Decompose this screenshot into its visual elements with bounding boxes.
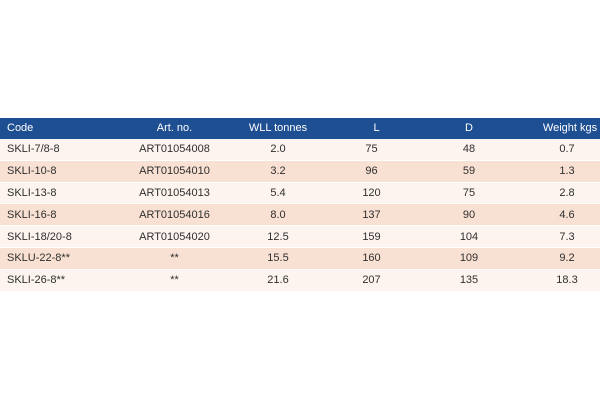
cell-l: 159 xyxy=(324,225,419,248)
cell-d: 109 xyxy=(419,247,519,270)
table-row: SKLI-13-8 ART01054013 5.4 120 75 2.8 xyxy=(0,182,600,205)
cell-weight: 7.3 xyxy=(519,225,600,248)
cell-weight: 18.3 xyxy=(519,269,600,292)
table-header: Code Art. no. WLL tonnes L D Weight kgs xyxy=(0,118,600,139)
cell-weight: 9.2 xyxy=(519,247,600,270)
cell-art-no: ART01054020 xyxy=(117,225,232,248)
header-row: Code Art. no. WLL tonnes L D Weight kgs xyxy=(0,118,600,139)
cell-l: 137 xyxy=(324,203,419,227)
cell-d: 75 xyxy=(419,182,519,205)
cell-weight: 4.6 xyxy=(519,203,600,227)
cell-wll: 8.0 xyxy=(232,203,324,227)
table-row: SKLI-10-8 ART01054010 3.2 96 59 1.3 xyxy=(0,160,600,183)
cell-wll: 21.6 xyxy=(232,269,324,292)
cell-weight: 1.3 xyxy=(519,160,600,183)
cell-code: SKLI-7/8-8 xyxy=(0,139,117,161)
header-d: D xyxy=(419,118,519,139)
cell-code: SKLI-26-8** xyxy=(0,269,117,292)
cell-l: 160 xyxy=(324,247,419,270)
cell-l: 120 xyxy=(324,182,419,205)
cell-l: 75 xyxy=(324,139,419,161)
header-art-no: Art. no. xyxy=(117,118,232,139)
cell-d: 90 xyxy=(419,203,519,227)
cell-art-no: ART01054008 xyxy=(117,139,232,161)
cell-art-no: ** xyxy=(117,247,232,270)
header-l: L xyxy=(324,118,419,139)
cell-wll: 15.5 xyxy=(232,247,324,270)
cell-wll: 12.5 xyxy=(232,225,324,248)
cell-l: 207 xyxy=(324,269,419,292)
cell-art-no: ART01054013 xyxy=(117,182,232,205)
cell-wll: 2.0 xyxy=(232,139,324,161)
cell-art-no: ART01054010 xyxy=(117,160,232,183)
cell-code: SKLI-10-8 xyxy=(0,160,117,183)
table-row: SKLU-22-8** ** 15.5 160 109 9.2 xyxy=(0,247,600,270)
cell-l: 96 xyxy=(324,160,419,183)
table-body: SKLI-7/8-8 ART01054008 2.0 75 48 0.7 SKL… xyxy=(0,139,600,292)
cell-wll: 3.2 xyxy=(232,160,324,183)
cell-code: SKLI-16-8 xyxy=(0,203,117,227)
header-wll: WLL tonnes xyxy=(232,118,324,139)
table-row: SKLI-26-8** ** 21.6 207 135 18.3 xyxy=(0,269,600,292)
specification-table: Code Art. no. WLL tonnes L D Weight kgs … xyxy=(0,118,600,292)
table-row: SKLI-7/8-8 ART01054008 2.0 75 48 0.7 xyxy=(0,139,600,161)
cell-code: SKLU-22-8** xyxy=(0,247,117,270)
cell-d: 48 xyxy=(419,139,519,161)
table-row: SKLI-16-8 ART01054016 8.0 137 90 4.6 xyxy=(0,203,600,227)
header-weight: Weight kgs xyxy=(519,118,600,139)
cell-weight: 0.7 xyxy=(519,139,600,161)
header-code: Code xyxy=(0,118,117,139)
cell-weight: 2.8 xyxy=(519,182,600,205)
table-row: SKLI-18/20-8 ART01054020 12.5 159 104 7.… xyxy=(0,225,600,248)
cell-code: SKLI-13-8 xyxy=(0,182,117,205)
cell-d: 59 xyxy=(419,160,519,183)
cell-art-no: ** xyxy=(117,269,232,292)
cell-wll: 5.4 xyxy=(232,182,324,205)
cell-d: 135 xyxy=(419,269,519,292)
cell-d: 104 xyxy=(419,225,519,248)
cell-code: SKLI-18/20-8 xyxy=(0,225,117,248)
cell-art-no: ART01054016 xyxy=(117,203,232,227)
